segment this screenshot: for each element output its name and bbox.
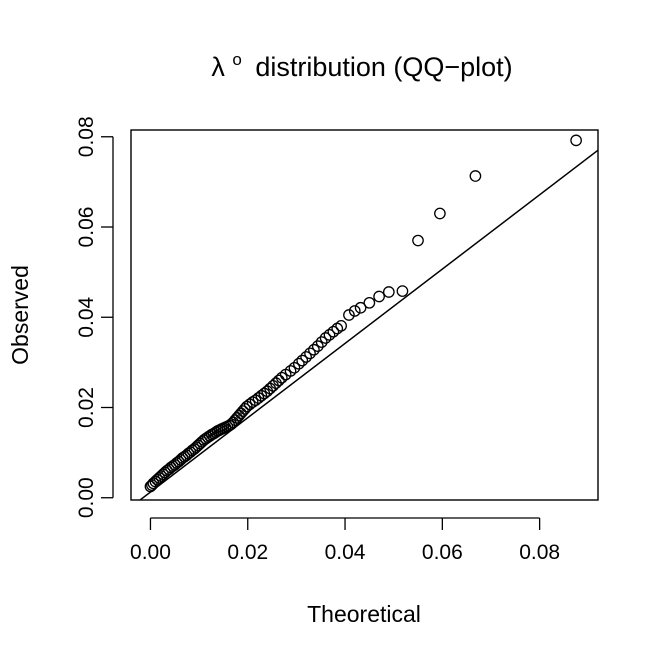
data-point xyxy=(412,234,424,247)
data-point xyxy=(225,418,238,431)
title-superscript: o xyxy=(232,50,241,69)
data-point xyxy=(570,134,582,147)
data-point xyxy=(275,371,288,384)
data-point xyxy=(319,332,332,344)
title-text: distribution (QQ−plot) xyxy=(255,52,512,82)
plot-area xyxy=(138,134,598,500)
x-axis: 0.00 0.02 0.04 0.06 0.08 xyxy=(130,517,560,564)
data-point xyxy=(308,343,320,356)
data-point xyxy=(284,365,297,377)
data-point xyxy=(335,319,347,332)
data-point xyxy=(373,290,385,303)
title-lambda: λ xyxy=(211,52,225,82)
data-point xyxy=(327,325,340,338)
x-axis-label: Theoretical xyxy=(307,601,421,627)
data-point xyxy=(273,374,285,387)
y-tick-label: 0.00 xyxy=(75,477,98,518)
x-tick-label: 0.02 xyxy=(227,541,268,564)
data-point xyxy=(343,309,355,321)
data-point xyxy=(382,286,395,298)
plot-frame xyxy=(130,129,599,501)
data-point xyxy=(363,296,376,309)
data-point xyxy=(296,354,309,367)
data-point xyxy=(311,340,324,352)
chart-title: λ o distribution (QQ−plot) xyxy=(211,41,512,82)
data-point xyxy=(288,361,301,374)
data-point xyxy=(323,329,336,341)
data-point xyxy=(315,336,328,348)
data-point xyxy=(243,398,256,411)
x-tick-label: 0.06 xyxy=(422,541,463,564)
y-tick-label: 0.02 xyxy=(75,387,98,428)
y-axis-label: Observed xyxy=(7,265,33,365)
x-tick-label: 0.00 xyxy=(130,541,171,564)
data-point xyxy=(292,357,305,370)
data-point xyxy=(300,351,312,363)
y-tick-label: 0.08 xyxy=(75,116,98,157)
x-tick-label: 0.04 xyxy=(325,541,366,564)
y-tick-label: 0.06 xyxy=(75,207,98,248)
data-points xyxy=(144,134,582,493)
data-point xyxy=(354,301,367,314)
y-tick-label: 0.04 xyxy=(75,297,98,338)
data-point xyxy=(246,396,259,408)
data-point xyxy=(469,170,482,182)
x-tick-label: 0.08 xyxy=(519,541,560,564)
data-point xyxy=(396,285,409,297)
y-axis: 0.00 0.02 0.04 0.06 0.08 xyxy=(75,116,114,518)
data-point xyxy=(304,347,316,360)
reference-line xyxy=(138,149,598,500)
data-point xyxy=(434,207,446,220)
data-point xyxy=(348,305,361,317)
